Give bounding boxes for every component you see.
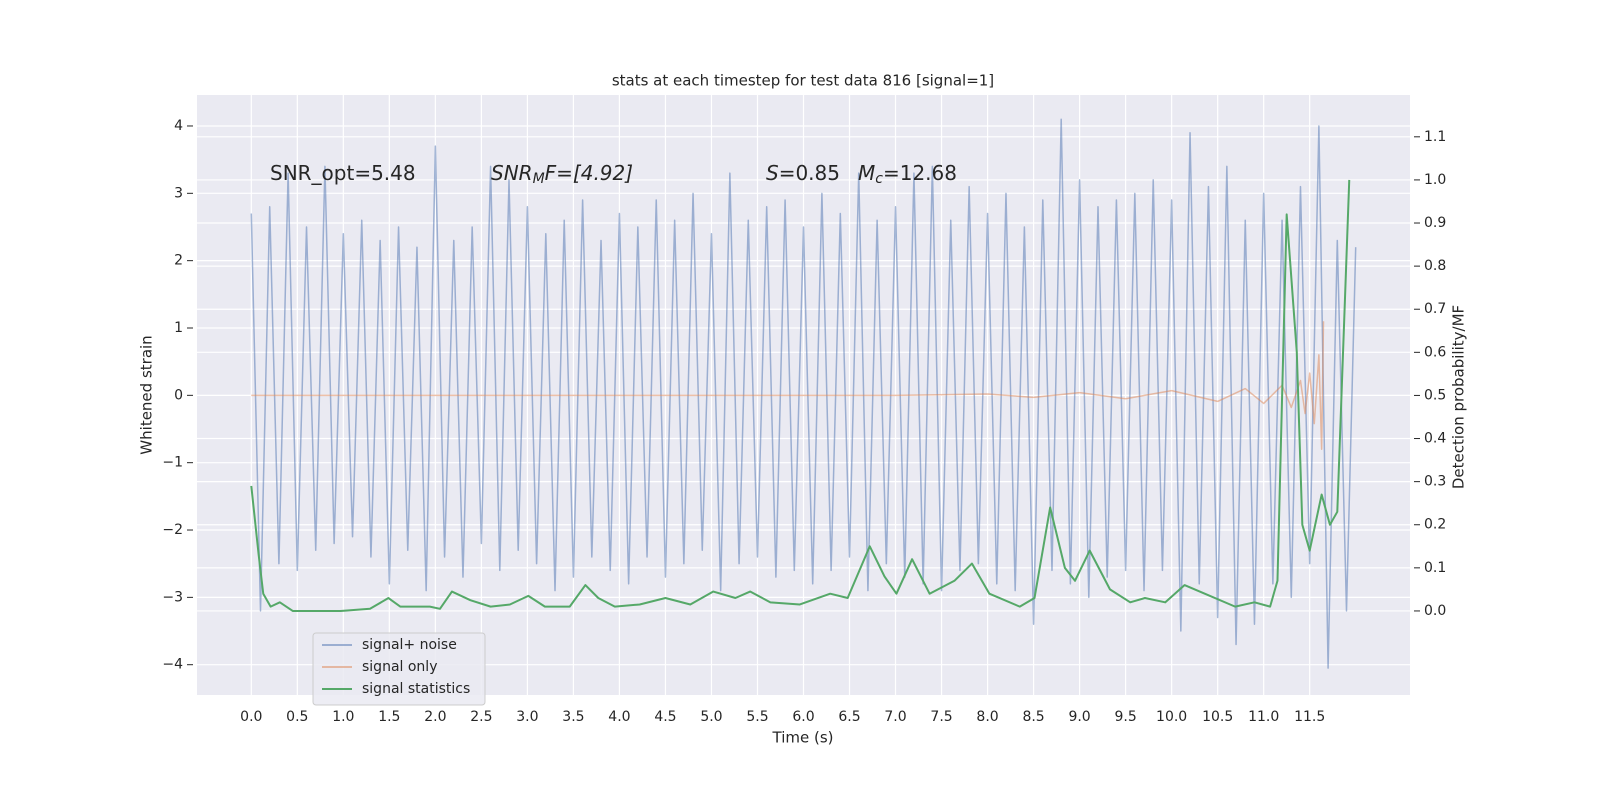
y2-tick-label: 0.0 bbox=[1424, 603, 1446, 619]
annotation: SNR_opt=5.48 bbox=[270, 161, 416, 185]
y-tick-label: −3 bbox=[162, 589, 183, 605]
annotation: Mc=12.68 bbox=[858, 161, 957, 188]
y-axis-label: Whitened strain bbox=[138, 335, 156, 454]
series-line bbox=[251, 321, 1325, 450]
legend-box bbox=[312, 632, 486, 706]
x-tick-label: 6.0 bbox=[792, 709, 814, 725]
y2-tick-label: 0.7 bbox=[1424, 301, 1446, 317]
annotation-subscript: c bbox=[875, 171, 883, 187]
annotation: S=0.85 bbox=[766, 161, 840, 185]
x-tick-label: 2.5 bbox=[470, 709, 492, 725]
x-tick-label: 7.0 bbox=[884, 709, 906, 725]
x-tick-label: 11.5 bbox=[1294, 709, 1325, 725]
annotation-text: F=[4.92] bbox=[545, 161, 633, 185]
y2-tick-label: 0.4 bbox=[1424, 431, 1446, 447]
x-tick-label: 9.0 bbox=[1068, 709, 1090, 725]
y-tick-label: 4 bbox=[174, 118, 183, 134]
y2-tick-label: 1.0 bbox=[1424, 172, 1446, 188]
legend-label: signal only bbox=[362, 659, 437, 675]
annotation-text: S bbox=[766, 161, 779, 185]
series-line bbox=[250, 118, 1357, 669]
y-tick-label: −1 bbox=[162, 455, 183, 471]
y2-tick-label: 0.2 bbox=[1424, 517, 1446, 533]
x-tick-label: 0.0 bbox=[240, 709, 262, 725]
x-tick-label: 4.5 bbox=[654, 709, 676, 725]
annotation: SNRMF=[4.92] bbox=[491, 161, 633, 188]
x-tick-label: 11.0 bbox=[1248, 709, 1279, 725]
x-tick-label: 3.0 bbox=[516, 709, 538, 725]
x-tick-label: 7.5 bbox=[930, 709, 952, 725]
x-tick-label: 4.0 bbox=[608, 709, 630, 725]
y-tick-label: 3 bbox=[174, 185, 183, 201]
y2-axis-label: Detection probability/MF bbox=[1450, 305, 1468, 489]
y-tick-label: 0 bbox=[174, 387, 183, 403]
series-line bbox=[250, 179, 1351, 612]
y-tick-label: −2 bbox=[162, 522, 183, 538]
chart-title: stats at each timestep for test data 816… bbox=[612, 72, 994, 90]
x-tick-label: 10.5 bbox=[1202, 709, 1233, 725]
x-axis-label: Time (s) bbox=[772, 729, 834, 747]
y2-tick-label: 0.6 bbox=[1424, 344, 1446, 360]
x-tick-label: 1.0 bbox=[332, 709, 354, 725]
marks bbox=[250, 118, 1357, 669]
legend-label: signal statistics bbox=[362, 681, 470, 697]
annotation-text: SNR_opt=5.48 bbox=[270, 161, 416, 185]
legend-label: signal+ noise bbox=[362, 637, 457, 653]
legend: signal+ noise signal only signal statistic… bbox=[312, 632, 486, 706]
x-tick-label: 6.5 bbox=[838, 709, 860, 725]
x-tick-label: 5.0 bbox=[700, 709, 722, 725]
x-tick-label: 3.5 bbox=[562, 709, 584, 725]
x-tick-label: 8.0 bbox=[976, 709, 998, 725]
y-tick-label: 1 bbox=[174, 320, 183, 336]
y2-tick-label: 1.1 bbox=[1424, 129, 1446, 145]
annotation-subscript: M bbox=[533, 171, 545, 187]
y-tick-label: −4 bbox=[162, 657, 183, 673]
annotation-text: M bbox=[858, 161, 875, 185]
y2-tick-label: 0.8 bbox=[1424, 258, 1446, 274]
x-tick-label: 10.0 bbox=[1156, 709, 1187, 725]
x-tick-label: 8.5 bbox=[1022, 709, 1044, 725]
y2-tick-label: 0.3 bbox=[1424, 474, 1446, 490]
y2-tick-label: 0.1 bbox=[1424, 560, 1446, 576]
x-tick-label: 2.0 bbox=[424, 709, 446, 725]
y-tick-label: 2 bbox=[174, 253, 183, 269]
annotation-text: =12.68 bbox=[883, 161, 957, 185]
x-tick-label: 5.5 bbox=[746, 709, 768, 725]
annotation-text: =0.85 bbox=[779, 161, 840, 185]
x-tick-label: 1.5 bbox=[378, 709, 400, 725]
y2-tick-label: 0.9 bbox=[1424, 215, 1446, 231]
annotation-text: SNR bbox=[491, 161, 533, 185]
y2-tick-label: 0.5 bbox=[1424, 387, 1446, 403]
x-tick-label: 9.5 bbox=[1114, 709, 1136, 725]
x-tick-label: 0.5 bbox=[286, 709, 308, 725]
